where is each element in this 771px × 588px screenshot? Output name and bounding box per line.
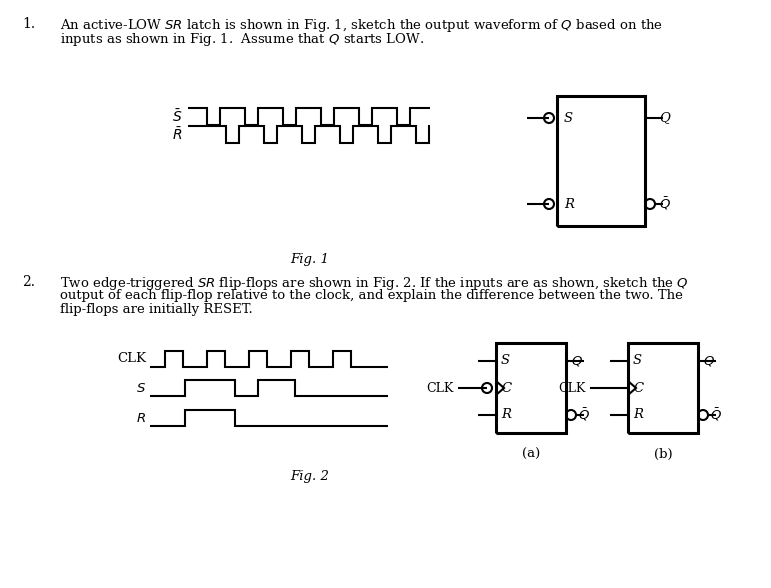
Text: $\bar{Q}$: $\bar{Q}$ xyxy=(578,407,590,423)
Text: $\bar{Q}$: $\bar{Q}$ xyxy=(659,196,671,212)
Text: Fig. 1: Fig. 1 xyxy=(291,253,329,266)
Text: CLK: CLK xyxy=(559,382,586,395)
Text: S: S xyxy=(501,355,510,368)
Text: 2.: 2. xyxy=(22,275,35,289)
Text: (b): (b) xyxy=(654,448,672,461)
Text: Q: Q xyxy=(659,112,670,125)
Text: $\mathit{Q}$: $\mathit{Q}$ xyxy=(703,354,715,368)
Text: CLK: CLK xyxy=(117,352,146,366)
Text: S: S xyxy=(564,112,573,125)
Text: An active-LOW $\mathit{SR}$ latch is shown in Fig. 1, sketch the output waveform: An active-LOW $\mathit{SR}$ latch is sho… xyxy=(60,17,663,34)
Text: 1.: 1. xyxy=(22,17,35,31)
Text: S: S xyxy=(633,355,642,368)
Text: Fig. 2: Fig. 2 xyxy=(291,470,329,483)
Text: C: C xyxy=(501,382,511,395)
Text: CLK: CLK xyxy=(426,382,454,395)
Text: R: R xyxy=(633,409,643,422)
Text: $\bar{Q}$: $\bar{Q}$ xyxy=(710,407,722,423)
Text: $\mathit{R}$: $\mathit{R}$ xyxy=(136,412,146,425)
Text: (a): (a) xyxy=(522,448,540,461)
Text: C: C xyxy=(633,382,643,395)
Text: Two edge-triggered $\mathit{SR}$ flip-flops are shown in Fig. 2. If the inputs a: Two edge-triggered $\mathit{SR}$ flip-fl… xyxy=(60,275,689,292)
Text: $\mathit{Q}$: $\mathit{Q}$ xyxy=(571,354,583,368)
Text: R: R xyxy=(501,409,511,422)
Text: flip-flops are initially RESET.: flip-flops are initially RESET. xyxy=(60,303,253,316)
Text: output of each flip-flop relative to the clock, and explain the difference betwe: output of each flip-flop relative to the… xyxy=(60,289,683,302)
Text: $\mathit{S}$: $\mathit{S}$ xyxy=(136,382,146,395)
Text: $\bar{R}$: $\bar{R}$ xyxy=(172,126,182,143)
Text: R: R xyxy=(564,198,574,211)
Text: $\bar{S}$: $\bar{S}$ xyxy=(172,108,182,125)
Text: inputs as shown in Fig. 1.  Assume that $\mathit{Q}$ starts LOW.: inputs as shown in Fig. 1. Assume that $… xyxy=(60,31,424,48)
